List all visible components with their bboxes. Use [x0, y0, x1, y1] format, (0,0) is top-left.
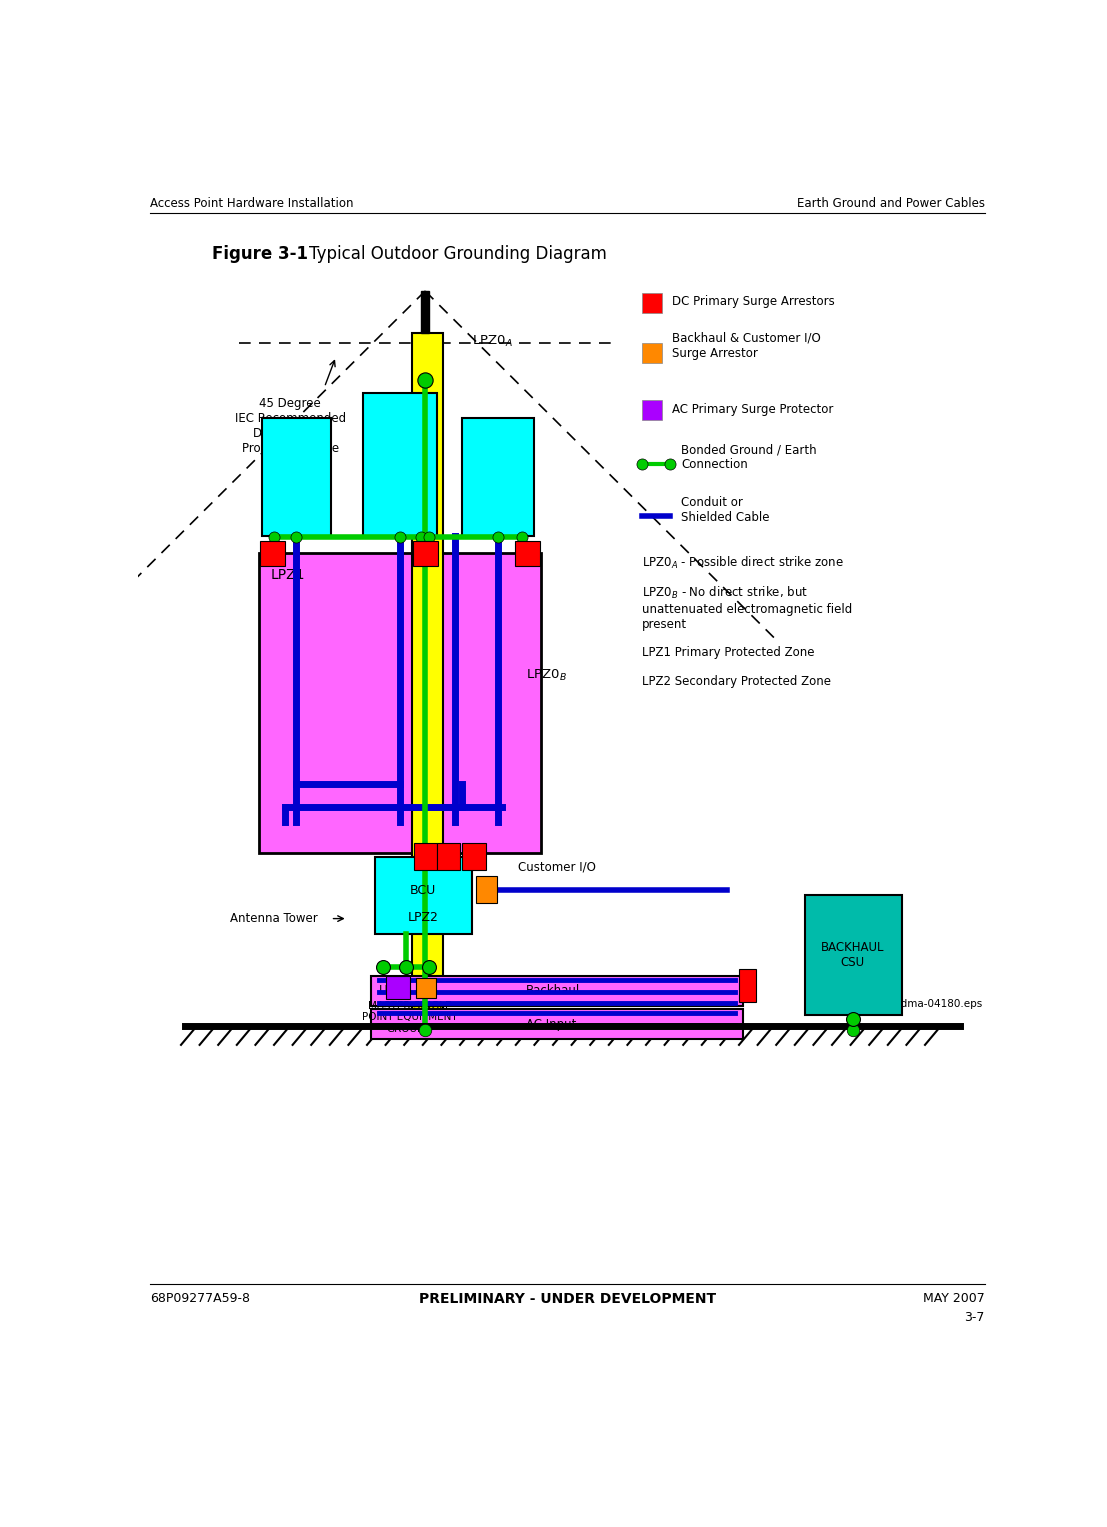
- Text: Access Point Hardware Installation: Access Point Hardware Installation: [151, 197, 353, 211]
- Bar: [476, 876, 497, 902]
- Text: RF
1: RF 1: [289, 434, 304, 461]
- Text: MASTER SINGLE
POINT EQUIPMENT
GROUND: MASTER SINGLE POINT EQUIPMENT GROUND: [362, 1000, 457, 1034]
- Text: Conduit or
Shielded Cable: Conduit or Shielded Cable: [681, 496, 769, 524]
- Bar: [642, 400, 662, 420]
- Text: 3-7: 3-7: [964, 1312, 984, 1324]
- Text: LPZ0$_B$: LPZ0$_B$: [526, 669, 567, 684]
- Text: BACKHAUL
CSU: BACKHAUL CSU: [821, 941, 884, 968]
- Text: Earth Ground and Power Cables: Earth Ground and Power Cables: [797, 197, 984, 211]
- Bar: [260, 541, 284, 567]
- Text: LPZ0$_B$ - No direct strike, but
unattenuated electromagnetic field
present: LPZ0$_B$ - No direct strike, but unatten…: [642, 585, 852, 631]
- Text: LPZ2: LPZ2: [407, 912, 438, 924]
- Text: Backhaul & Customer I/O
Surge Arrestor: Backhaul & Customer I/O Surge Arrestor: [672, 331, 820, 360]
- Text: LPZ0$_A$: LPZ0$_A$: [472, 334, 513, 348]
- Text: 45 Degree
IEC Recommended
Direct Strike
Protection Angle: 45 Degree IEC Recommended Direct Strike …: [235, 397, 345, 455]
- Bar: [422, 292, 430, 333]
- Text: Bonded Ground / Earth
Connection: Bonded Ground / Earth Connection: [681, 443, 817, 472]
- Bar: [375, 857, 472, 935]
- Bar: [371, 976, 743, 1006]
- Text: MAY 2007: MAY 2007: [923, 1292, 984, 1306]
- Text: ti-cdma-04180.eps: ti-cdma-04180.eps: [884, 1000, 983, 1009]
- Text: LPZ
2: LPZ 2: [287, 502, 307, 524]
- Bar: [412, 333, 443, 1026]
- Bar: [642, 342, 662, 362]
- Text: BCU: BCU: [410, 884, 436, 896]
- Text: Typical Outdoor Grounding Diagram: Typical Outdoor Grounding Diagram: [309, 244, 607, 263]
- Text: RF
3: RF 3: [490, 434, 506, 461]
- Text: LPZ1: LPZ1: [270, 568, 304, 582]
- Bar: [371, 1009, 743, 1038]
- Bar: [463, 843, 486, 870]
- Bar: [363, 392, 437, 536]
- Bar: [642, 293, 662, 313]
- Text: Figure 3-1: Figure 3-1: [213, 244, 308, 263]
- Bar: [739, 968, 756, 1002]
- Bar: [805, 895, 902, 1015]
- Bar: [414, 843, 437, 870]
- Bar: [413, 541, 437, 567]
- Text: PRELIMINARY - UNDER DEVELOPMENT: PRELIMINARY - UNDER DEVELOPMENT: [420, 1292, 716, 1306]
- Bar: [463, 418, 534, 536]
- Text: LPZ
2: LPZ 2: [390, 502, 411, 524]
- Text: AC Input: AC Input: [526, 1017, 577, 1031]
- Text: LPZ
2: LPZ 2: [488, 502, 508, 524]
- Text: LPZ1 Primary Protected Zone: LPZ1 Primary Protected Zone: [642, 646, 815, 660]
- Text: Backhaul: Backhaul: [526, 985, 580, 997]
- Text: Customer I/O: Customer I/O: [518, 861, 596, 873]
- Bar: [262, 418, 331, 536]
- Bar: [515, 541, 540, 567]
- Text: RF
2: RF 2: [392, 408, 407, 437]
- Bar: [259, 553, 541, 854]
- Text: LPZ1: LPZ1: [379, 985, 407, 997]
- Text: DC Primary Surge Arrestors: DC Primary Surge Arrestors: [672, 295, 835, 308]
- Bar: [416, 977, 436, 999]
- Text: Antenna Tower: Antenna Tower: [230, 912, 318, 925]
- Text: AC Primary Surge Protector: AC Primary Surge Protector: [672, 403, 832, 417]
- Bar: [386, 976, 410, 1000]
- Text: 68P09277A59-8: 68P09277A59-8: [151, 1292, 250, 1306]
- Text: LPZ2 Secondary Protected Zone: LPZ2 Secondary Protected Zone: [642, 675, 831, 689]
- Bar: [437, 843, 461, 870]
- Text: LPZ0$_A$ - Possible direct strike zone: LPZ0$_A$ - Possible direct strike zone: [642, 556, 845, 571]
